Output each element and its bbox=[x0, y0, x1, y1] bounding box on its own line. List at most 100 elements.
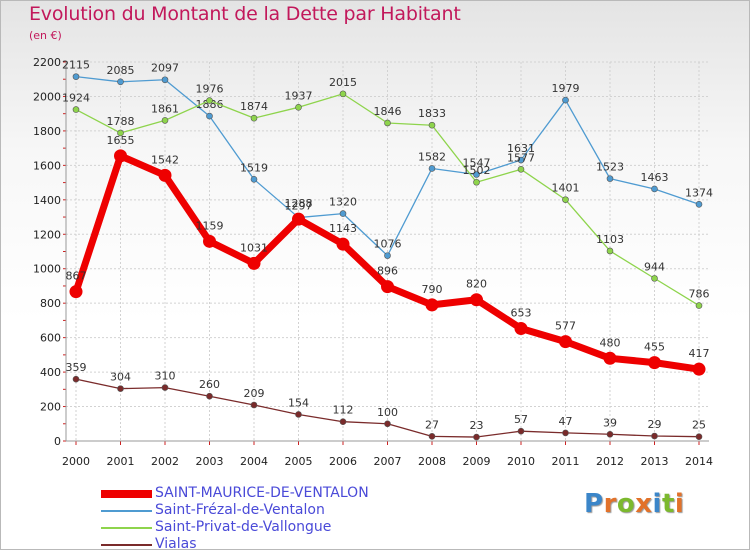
logo-letter: i bbox=[674, 489, 685, 519]
data-label: 47 bbox=[559, 415, 573, 428]
data-label: 1937 bbox=[285, 89, 313, 102]
data-point bbox=[158, 168, 172, 182]
data-point bbox=[384, 420, 391, 428]
data-label: 1288 bbox=[285, 197, 313, 210]
x-tick-label: 2008 bbox=[418, 455, 446, 468]
data-label: 1031 bbox=[240, 241, 268, 254]
data-point bbox=[428, 433, 436, 440]
data-point bbox=[606, 430, 614, 438]
data-label: 1577 bbox=[507, 151, 535, 164]
data-point bbox=[384, 252, 391, 259]
data-point bbox=[384, 119, 391, 127]
data-point bbox=[695, 302, 703, 309]
x-tick-label: 2013 bbox=[641, 455, 669, 468]
data-point bbox=[473, 433, 480, 441]
data-point bbox=[161, 76, 169, 84]
data-point bbox=[695, 433, 703, 440]
data-point bbox=[470, 293, 483, 307]
data-point bbox=[203, 234, 216, 248]
data-label: 1631 bbox=[507, 142, 535, 155]
legend-swatch bbox=[101, 527, 152, 529]
y-tick-label: 200 bbox=[40, 401, 61, 414]
data-point bbox=[651, 432, 658, 440]
y-tick-label: 2200 bbox=[33, 56, 61, 69]
x-tick-label: 2002 bbox=[151, 455, 179, 468]
data-point bbox=[72, 73, 80, 80]
data-point bbox=[250, 401, 258, 409]
data-point bbox=[562, 429, 569, 437]
data-label: 2085 bbox=[107, 64, 135, 77]
data-point bbox=[206, 97, 213, 104]
data-point bbox=[562, 96, 569, 104]
data-point bbox=[381, 280, 394, 294]
data-point bbox=[648, 356, 661, 370]
data-label: 480 bbox=[600, 336, 621, 349]
data-label: 1502 bbox=[463, 164, 491, 177]
data-point bbox=[69, 285, 83, 299]
y-tick-label: 600 bbox=[40, 332, 61, 345]
data-point bbox=[114, 149, 127, 163]
data-point bbox=[206, 392, 213, 400]
data-point bbox=[606, 247, 614, 255]
data-point bbox=[72, 375, 80, 383]
data-label: 1861 bbox=[151, 102, 179, 115]
data-point bbox=[161, 384, 169, 391]
data-label: 39 bbox=[603, 416, 617, 429]
data-point bbox=[117, 129, 124, 137]
data-label: 1924 bbox=[62, 92, 90, 105]
data-label: 1463 bbox=[641, 171, 669, 184]
data-label: 1143 bbox=[329, 222, 357, 235]
data-label: 1320 bbox=[329, 196, 357, 209]
data-point bbox=[117, 385, 124, 392]
data-point bbox=[161, 117, 169, 124]
data-point bbox=[514, 322, 528, 336]
x-tick-label: 2001 bbox=[107, 455, 135, 468]
data-point bbox=[428, 165, 436, 172]
data-point bbox=[473, 171, 480, 178]
data-label: 1979 bbox=[552, 82, 580, 95]
data-label: 417 bbox=[689, 347, 710, 360]
data-label: 29 bbox=[648, 418, 662, 431]
data-label: 1547 bbox=[463, 156, 491, 169]
data-label: 2115 bbox=[62, 59, 90, 72]
y-tick-label: 0 bbox=[54, 435, 61, 448]
data-label: 1159 bbox=[196, 219, 224, 232]
data-point bbox=[339, 210, 347, 217]
data-label: 1519 bbox=[240, 161, 268, 174]
x-tick-label: 2004 bbox=[240, 455, 268, 468]
data-point bbox=[651, 275, 658, 282]
data-label: 209 bbox=[244, 387, 265, 400]
data-label: 577 bbox=[555, 320, 576, 333]
x-tick-label: 2011 bbox=[552, 455, 580, 468]
data-point bbox=[339, 90, 347, 98]
y-tick-label: 1400 bbox=[33, 194, 61, 207]
data-point bbox=[425, 298, 439, 312]
data-point bbox=[603, 351, 617, 365]
data-label: 944 bbox=[644, 260, 665, 273]
data-point bbox=[117, 78, 124, 86]
data-label: 304 bbox=[110, 371, 131, 384]
y-tick-label: 1800 bbox=[33, 125, 61, 138]
data-label: 1976 bbox=[196, 83, 224, 96]
legend-label: Vialas bbox=[155, 536, 197, 550]
data-label: 1297 bbox=[285, 200, 313, 213]
data-label: 1874 bbox=[240, 100, 268, 113]
data-point bbox=[250, 176, 258, 183]
data-label: 1103 bbox=[596, 233, 624, 246]
data-point bbox=[295, 411, 302, 418]
data-label: 455 bbox=[644, 341, 665, 354]
x-tick-label: 2000 bbox=[62, 455, 90, 468]
x-tick-label: 2007 bbox=[374, 455, 402, 468]
y-tick-label: 1600 bbox=[33, 159, 61, 172]
x-tick-label: 2010 bbox=[507, 455, 535, 468]
data-label: 1076 bbox=[374, 238, 402, 251]
logo-letter: P bbox=[584, 489, 604, 519]
data-point bbox=[562, 196, 569, 203]
legend-label: SAINT-MAURICE-DE-VENTALON bbox=[155, 485, 369, 501]
proxiti-logo: Proxiti bbox=[584, 489, 684, 519]
data-point bbox=[559, 335, 572, 349]
legend-swatch bbox=[101, 510, 152, 512]
y-tick-label: 1000 bbox=[33, 263, 61, 276]
data-label: 57 bbox=[514, 413, 528, 426]
